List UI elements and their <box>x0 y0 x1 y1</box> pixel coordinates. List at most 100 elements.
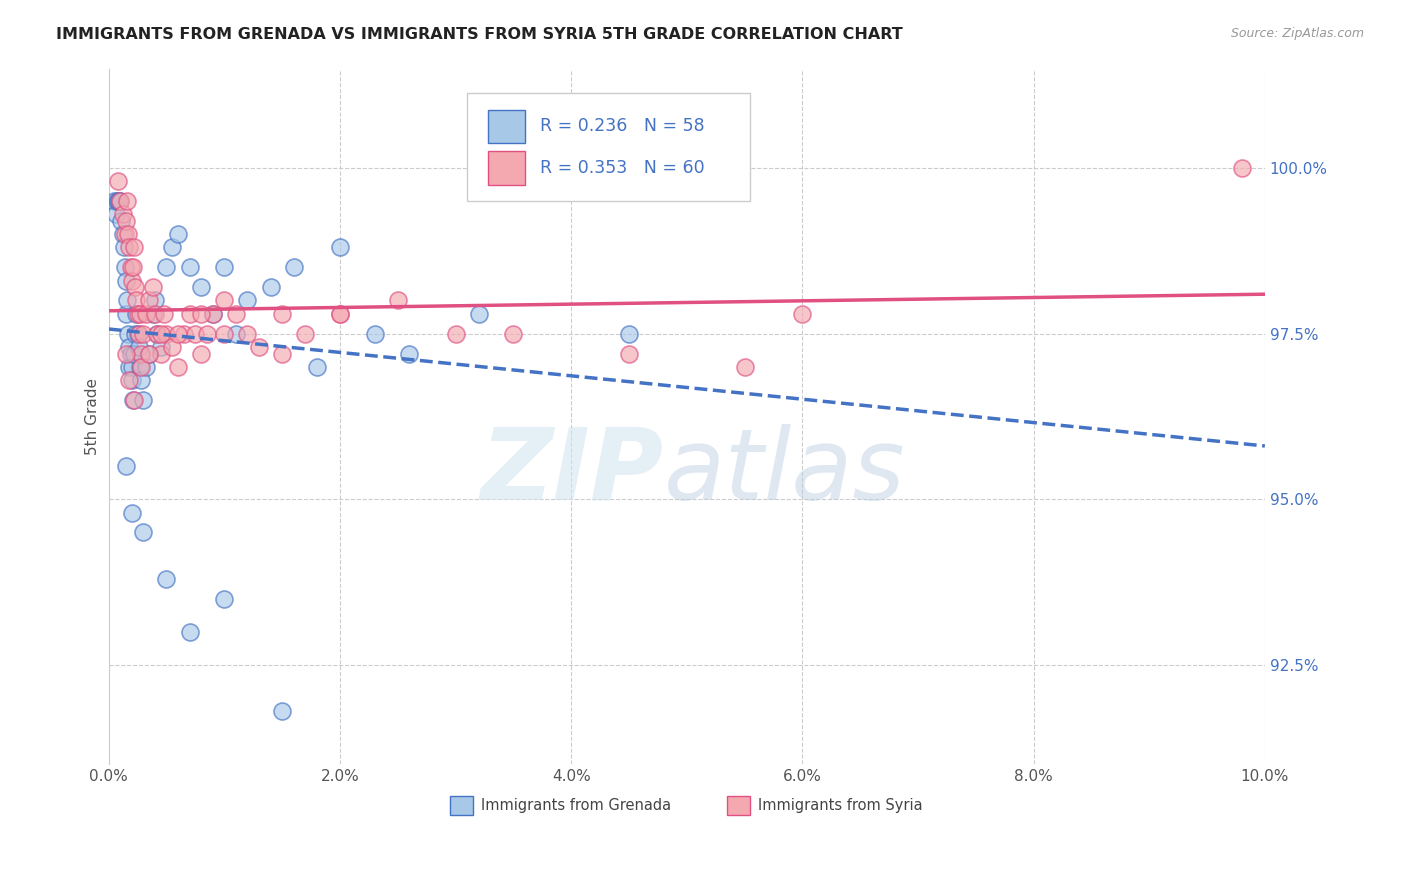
FancyBboxPatch shape <box>727 796 751 815</box>
Point <box>128 340 150 354</box>
Point <box>107 174 129 188</box>
Point <box>121 359 143 374</box>
Text: IMMIGRANTS FROM GRENADA VS IMMIGRANTS FROM SYRIA 5TH GRADE CORRELATION CHART: IMMIGRANTS FROM GRENADA VS IMMIGRANTS FR… <box>56 27 903 42</box>
Point <box>212 260 235 275</box>
Point <box>190 307 212 321</box>
Point <box>138 346 160 360</box>
Point <box>107 194 129 208</box>
Point <box>160 340 183 354</box>
Point <box>129 346 152 360</box>
Point <box>122 240 145 254</box>
Point <box>149 346 172 360</box>
Point <box>160 240 183 254</box>
Point <box>110 214 132 228</box>
Point <box>135 359 157 374</box>
Point <box>195 326 218 341</box>
Point <box>467 307 489 321</box>
Point <box>115 307 138 321</box>
Point <box>105 194 128 208</box>
Point <box>734 359 756 374</box>
Text: Source: ZipAtlas.com: Source: ZipAtlas.com <box>1230 27 1364 40</box>
Point <box>225 307 247 321</box>
Point <box>155 572 177 586</box>
Point <box>108 194 131 208</box>
Point <box>132 525 155 540</box>
Point <box>120 260 142 275</box>
Point <box>444 326 467 341</box>
Point <box>120 346 142 360</box>
Point <box>329 307 352 321</box>
Point <box>617 346 640 360</box>
Point <box>121 373 143 387</box>
Point <box>108 194 131 208</box>
Point <box>792 307 814 321</box>
Point <box>112 240 135 254</box>
Point <box>294 326 316 341</box>
Point <box>118 359 141 374</box>
Text: Immigrants from Syria: Immigrants from Syria <box>758 798 924 813</box>
Point <box>111 207 134 221</box>
Point <box>617 326 640 341</box>
Point <box>225 326 247 341</box>
Point <box>179 624 201 639</box>
Point <box>201 307 224 321</box>
Point <box>135 307 157 321</box>
Text: atlas: atlas <box>664 424 905 521</box>
Point <box>115 293 138 308</box>
FancyBboxPatch shape <box>488 152 524 185</box>
Point <box>305 359 328 374</box>
Point <box>125 293 148 308</box>
Point <box>363 326 385 341</box>
FancyBboxPatch shape <box>467 93 751 201</box>
Point <box>190 280 212 294</box>
Point <box>115 194 138 208</box>
Point <box>118 340 141 354</box>
Point <box>128 359 150 374</box>
Point <box>122 392 145 407</box>
Point <box>122 392 145 407</box>
Point <box>1230 161 1253 175</box>
FancyBboxPatch shape <box>488 110 524 143</box>
Point <box>138 346 160 360</box>
Point <box>114 260 136 275</box>
Point <box>155 326 177 341</box>
Point <box>114 227 136 242</box>
Point <box>149 326 172 341</box>
Point <box>121 506 143 520</box>
Point <box>179 307 201 321</box>
Point <box>121 274 143 288</box>
Point <box>247 340 270 354</box>
Text: ZIP: ZIP <box>481 424 664 521</box>
Point <box>115 346 138 360</box>
Point <box>127 326 149 341</box>
Point <box>167 359 190 374</box>
Point <box>271 705 294 719</box>
Point <box>127 307 149 321</box>
Point <box>236 326 259 341</box>
Point <box>212 293 235 308</box>
Point <box>122 346 145 360</box>
Point <box>138 293 160 308</box>
Point <box>129 373 152 387</box>
Point <box>167 326 190 341</box>
Point <box>146 326 169 341</box>
Point <box>108 194 131 208</box>
Point <box>398 346 420 360</box>
Text: R = 0.236   N = 58: R = 0.236 N = 58 <box>540 117 704 136</box>
Point <box>201 307 224 321</box>
Point <box>502 326 524 341</box>
Point <box>104 207 127 221</box>
FancyBboxPatch shape <box>450 796 472 815</box>
Point <box>179 260 201 275</box>
Point <box>132 392 155 407</box>
Point <box>115 214 138 228</box>
Point <box>124 280 146 294</box>
Point <box>149 340 172 354</box>
Point <box>128 326 150 341</box>
Point <box>146 326 169 341</box>
Point <box>118 240 141 254</box>
Point <box>155 260 177 275</box>
Point <box>259 280 281 294</box>
Point <box>143 307 166 321</box>
Point <box>115 274 138 288</box>
